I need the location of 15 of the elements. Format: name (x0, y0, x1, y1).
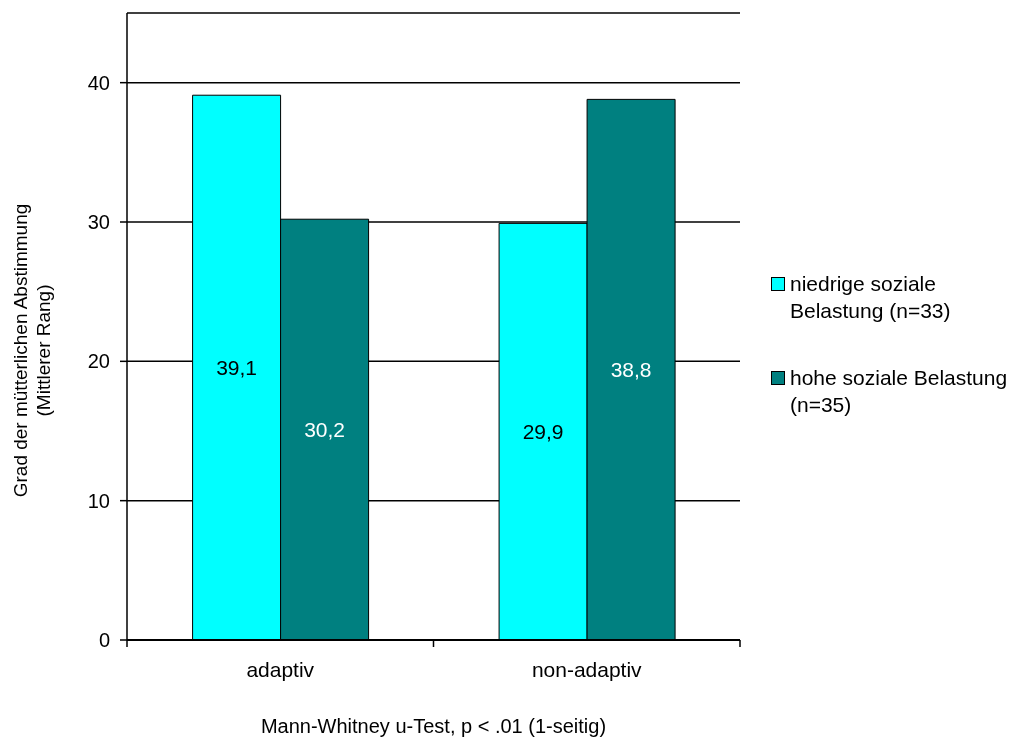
data-label: 38,8 (610, 358, 652, 382)
y-tick-label: 40 (87, 71, 110, 94)
y-axis-title: Grad der mütterlichen Abstimmung (Mittlerer Rang) (10, 203, 54, 498)
x-tick-label: non-adaptiv (531, 658, 643, 681)
y-tick-label: 20 (87, 350, 110, 373)
y-tick-label: 10 (87, 489, 110, 512)
data-label: 39,1 (216, 355, 258, 379)
y-tick-label: 30 (87, 211, 110, 234)
data-label: 29,9 (522, 420, 564, 444)
x-tick-label: adaptiv (246, 658, 315, 681)
legend-label: niedrige soziale Belastung (n=33) (790, 271, 952, 324)
legend-label: hohe soziale Belastung (n=35) (790, 365, 1009, 418)
x-axis-title: Mann-Whitney u-Test, p < .01 (1-seitig) (260, 715, 607, 737)
data-label: 30,2 (304, 417, 346, 441)
y-tick-label: 0 (98, 629, 110, 652)
